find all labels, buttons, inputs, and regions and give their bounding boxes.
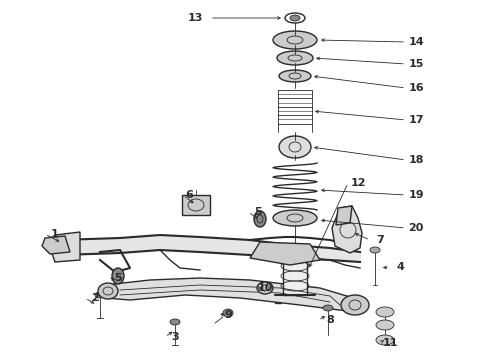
Text: 19: 19 (408, 190, 424, 200)
Ellipse shape (223, 309, 233, 317)
Text: 3: 3 (171, 332, 179, 342)
Bar (182, 195, 210, 215)
Text: 7: 7 (376, 235, 384, 245)
Ellipse shape (370, 247, 380, 253)
Ellipse shape (170, 319, 180, 325)
Text: 5: 5 (254, 207, 262, 217)
Text: 5: 5 (114, 273, 122, 283)
Ellipse shape (290, 15, 300, 21)
Ellipse shape (273, 210, 317, 226)
Polygon shape (309, 287, 315, 303)
Ellipse shape (112, 268, 124, 284)
Text: 10: 10 (257, 283, 273, 293)
Ellipse shape (341, 295, 369, 315)
Bar (283, 248, 307, 295)
Ellipse shape (279, 136, 311, 158)
Ellipse shape (279, 70, 311, 82)
Ellipse shape (254, 211, 266, 227)
Text: 18: 18 (408, 155, 424, 165)
Polygon shape (336, 206, 352, 225)
Text: 14: 14 (408, 37, 424, 47)
Ellipse shape (376, 320, 394, 330)
Text: 6: 6 (185, 190, 193, 200)
Text: 13: 13 (187, 13, 203, 23)
Ellipse shape (277, 51, 313, 65)
Text: 15: 15 (408, 59, 424, 69)
Text: 11: 11 (382, 338, 398, 348)
Ellipse shape (98, 283, 118, 299)
Ellipse shape (95, 292, 105, 298)
Polygon shape (105, 278, 360, 312)
Polygon shape (250, 242, 320, 265)
Ellipse shape (376, 335, 394, 345)
Text: 9: 9 (224, 310, 232, 320)
Ellipse shape (257, 282, 273, 294)
Text: 8: 8 (326, 315, 334, 325)
Ellipse shape (323, 305, 333, 311)
Text: 20: 20 (408, 223, 424, 233)
Text: 17: 17 (408, 115, 424, 125)
Polygon shape (50, 232, 80, 262)
Text: 1: 1 (51, 229, 59, 239)
Polygon shape (275, 287, 281, 303)
Polygon shape (332, 206, 362, 253)
Text: 2: 2 (91, 293, 99, 303)
Ellipse shape (273, 31, 317, 49)
Text: 4: 4 (396, 262, 404, 272)
Ellipse shape (376, 307, 394, 317)
Text: 12: 12 (350, 178, 366, 188)
Text: 16: 16 (408, 83, 424, 93)
Polygon shape (42, 236, 70, 254)
